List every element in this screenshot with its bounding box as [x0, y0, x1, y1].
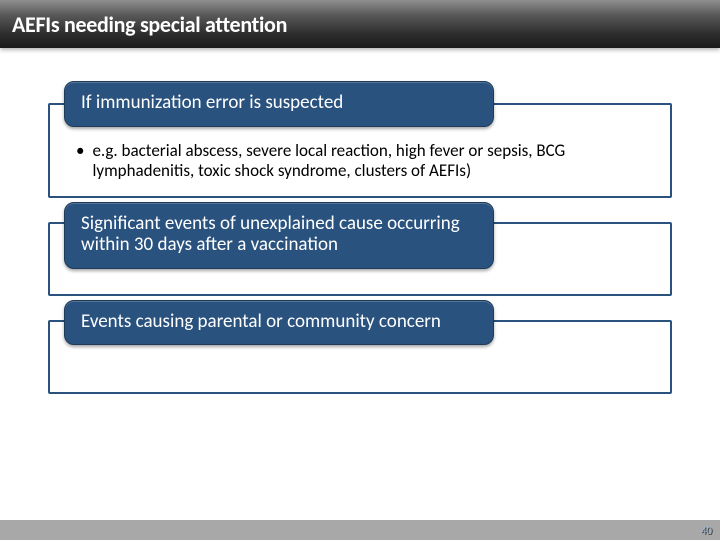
slide: AEFIs needing special attention If immun… [0, 0, 720, 540]
page-number: 40 [701, 524, 712, 537]
body-text: e.g. bacterial abscess, severe local rea… [92, 141, 644, 182]
pill-heading: Events causing parental or community con… [64, 300, 494, 346]
title-bar: AEFIs needing special attention [0, 0, 720, 48]
bullet-icon: • [76, 141, 84, 182]
block-parental-concern: Events causing parental or community con… [48, 320, 672, 394]
slide-title: AEFIs needing special attention [12, 11, 287, 38]
block-immunization-error: If immunization error is suspected • e.g… [48, 103, 672, 198]
pill-heading: Significant events of unexplained cause … [64, 202, 494, 270]
block-body: • e.g. bacterial abscess, severe local r… [50, 141, 670, 182]
pill-heading: If immunization error is suspected [64, 81, 494, 127]
bottom-bar: 40 [0, 520, 720, 540]
block-significant-events: Significant events of unexplained cause … [48, 222, 672, 296]
content-area: If immunization error is suspected • e.g… [0, 48, 720, 394]
